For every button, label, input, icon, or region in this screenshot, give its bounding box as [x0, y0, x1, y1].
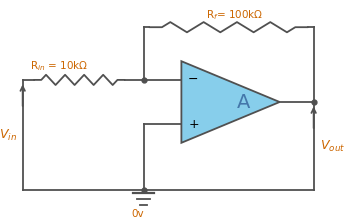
- Text: +: +: [188, 118, 199, 131]
- Text: −: −: [188, 73, 199, 86]
- Polygon shape: [181, 61, 280, 143]
- Text: V$_{out}$: V$_{out}$: [321, 139, 346, 154]
- Text: R$_f$= 100kΩ: R$_f$= 100kΩ: [206, 8, 264, 22]
- Text: 0v: 0v: [132, 209, 144, 219]
- Text: A: A: [237, 93, 251, 112]
- Text: R$_{in}$ = 10kΩ: R$_{in}$ = 10kΩ: [30, 59, 88, 73]
- Text: V$_{in}$: V$_{in}$: [0, 128, 17, 143]
